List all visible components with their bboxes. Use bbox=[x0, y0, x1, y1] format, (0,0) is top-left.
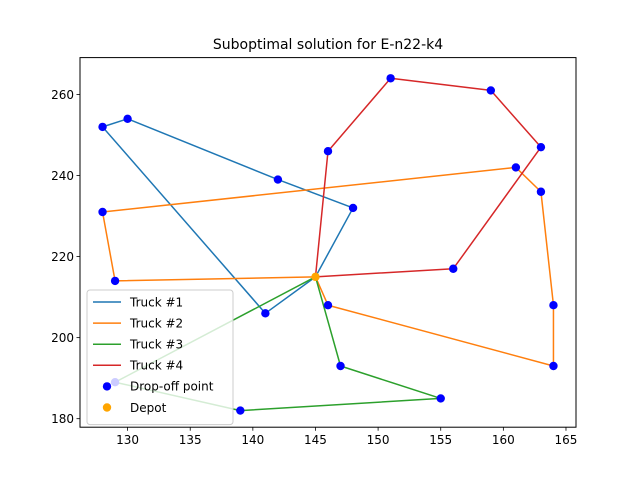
dropoff-point bbox=[336, 361, 345, 371]
x-tick-label: 160 bbox=[492, 433, 515, 447]
series-line-1 bbox=[101, 118, 354, 315]
plot-frame bbox=[79, 57, 577, 428]
x-tick-label: 145 bbox=[304, 433, 327, 447]
dropoff-point bbox=[536, 187, 546, 196]
x-tick-label: 150 bbox=[367, 433, 390, 447]
legend-label: Truck #3 bbox=[129, 338, 183, 352]
dropoff-point bbox=[348, 203, 358, 213]
dropoff-point bbox=[549, 301, 558, 310]
y-tick-label: 260 bbox=[51, 88, 74, 102]
y-tick-label: 200 bbox=[51, 331, 74, 345]
dropoff-point bbox=[273, 175, 283, 184]
axes: 130 135 140 145 150 155 160 165 180 200 220 240 260 bbox=[51, 88, 577, 447]
dropoff-point bbox=[486, 86, 496, 95]
x-tick-label: 165 bbox=[555, 433, 578, 447]
legend-label: Depot bbox=[130, 401, 167, 415]
dropoff-point bbox=[123, 114, 132, 123]
depot-point bbox=[311, 272, 320, 282]
dropoff-point bbox=[386, 74, 395, 83]
dropoff-point bbox=[323, 301, 333, 310]
dropoff-point bbox=[236, 406, 245, 415]
legend-label: Truck #2 bbox=[129, 316, 183, 330]
y-tick-label: 240 bbox=[51, 169, 74, 183]
x-tick-label: 135 bbox=[179, 433, 202, 447]
legend-label: Truck #1 bbox=[129, 295, 183, 309]
dropoff-point bbox=[549, 361, 558, 371]
legend-label: Truck #4 bbox=[129, 359, 183, 373]
y-tick-label: 180 bbox=[51, 412, 74, 426]
dropoff-point bbox=[536, 142, 546, 152]
x-tick-label: 140 bbox=[241, 433, 264, 447]
dropoff-point bbox=[98, 207, 107, 217]
dropoff-point bbox=[110, 276, 120, 286]
dropoff-point bbox=[436, 394, 445, 403]
dropoff-point bbox=[449, 264, 458, 273]
legend-label: Drop-off point bbox=[130, 380, 214, 394]
legend-box bbox=[86, 289, 234, 426]
x-tick-label: 155 bbox=[429, 433, 452, 447]
dropoff-point bbox=[261, 309, 270, 318]
x-tick-label: 130 bbox=[116, 433, 139, 447]
legend-swatch-dot bbox=[102, 403, 112, 412]
chart-title: Suboptimal solution for E-n22-k4 bbox=[213, 37, 443, 53]
dropoff-point bbox=[511, 163, 521, 172]
dropoff-point bbox=[98, 122, 107, 132]
legend: Truck #1 Truck #2 Truck #3 Truck #4 Drop-off… bbox=[86, 289, 234, 426]
dropoff-point bbox=[323, 147, 333, 156]
plot-marks bbox=[98, 74, 558, 415]
legend-swatch-dot bbox=[102, 382, 112, 391]
y-tick-label: 220 bbox=[51, 250, 74, 264]
